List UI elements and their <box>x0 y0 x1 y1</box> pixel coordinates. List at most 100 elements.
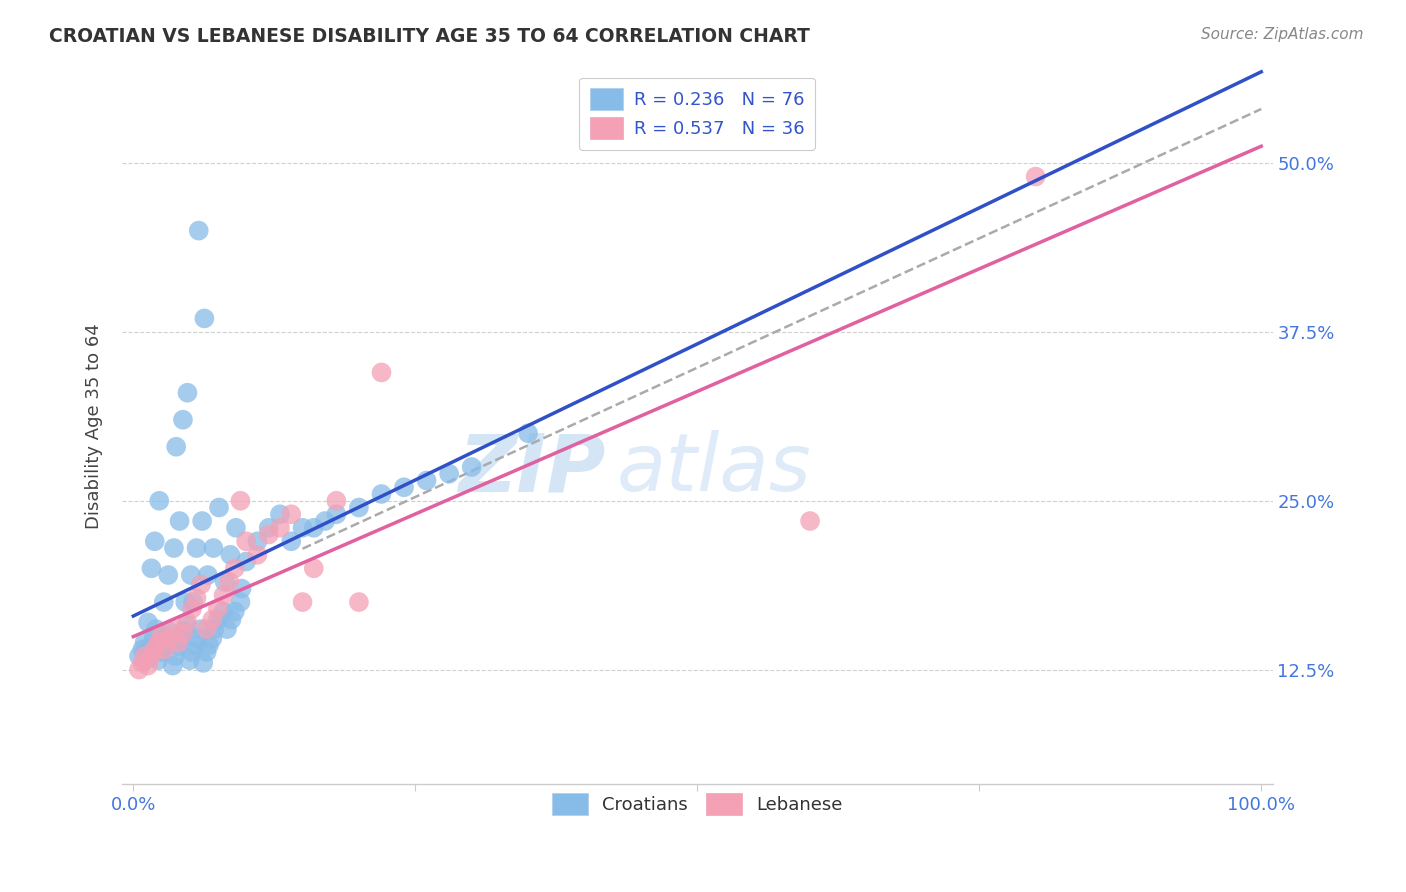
Point <box>291 521 314 535</box>
Point <box>347 500 370 515</box>
Point <box>370 487 392 501</box>
Point <box>187 632 209 646</box>
Point <box>180 568 202 582</box>
Point <box>207 613 229 627</box>
Point <box>135 645 157 659</box>
Text: CROATIAN VS LEBANESE DISABILITY AGE 35 TO 64 CORRELATION CHART: CROATIAN VS LEBANESE DISABILITY AGE 35 T… <box>49 27 810 45</box>
Point <box>799 514 821 528</box>
Point <box>218 574 240 589</box>
Point <box>437 467 460 481</box>
Point <box>165 649 187 664</box>
Point <box>162 658 184 673</box>
Point <box>134 649 156 664</box>
Point <box>145 622 167 636</box>
Point <box>153 642 176 657</box>
Point <box>143 642 166 657</box>
Point <box>246 534 269 549</box>
Point <box>235 555 257 569</box>
Point <box>142 632 165 646</box>
Point <box>156 632 179 646</box>
Point <box>150 645 173 659</box>
Point <box>302 521 325 535</box>
Point <box>136 658 159 673</box>
Point <box>207 602 229 616</box>
Point <box>215 622 238 636</box>
Point <box>157 624 180 639</box>
Point <box>186 541 208 555</box>
Point <box>181 602 204 616</box>
Point <box>153 638 176 652</box>
Point <box>198 638 221 652</box>
Point <box>219 548 242 562</box>
Point <box>347 595 370 609</box>
Point <box>157 632 180 646</box>
Point <box>186 591 208 605</box>
Point <box>157 568 180 582</box>
Point <box>146 653 169 667</box>
Point <box>202 541 225 555</box>
Point <box>392 480 415 494</box>
Point <box>314 514 336 528</box>
Point <box>148 493 170 508</box>
Point <box>193 311 215 326</box>
Point <box>269 508 291 522</box>
Point <box>187 224 209 238</box>
Point <box>517 426 540 441</box>
Text: Source: ZipAtlas.com: Source: ZipAtlas.com <box>1201 27 1364 42</box>
Point <box>195 645 218 659</box>
Text: atlas: atlas <box>617 431 811 508</box>
Point <box>167 640 190 654</box>
Point <box>176 615 198 630</box>
Point <box>174 595 197 609</box>
Point <box>1025 169 1047 184</box>
Point <box>131 656 153 670</box>
Point <box>181 595 204 609</box>
Point <box>169 514 191 528</box>
Point <box>128 649 150 664</box>
Point <box>165 440 187 454</box>
Y-axis label: Disability Age 35 to 64: Disability Age 35 to 64 <box>86 324 103 529</box>
Point <box>181 645 204 659</box>
Point <box>280 508 302 522</box>
Point <box>224 605 246 619</box>
Point <box>214 574 236 589</box>
Point <box>172 413 194 427</box>
Legend: Croatians, Lebanese: Croatians, Lebanese <box>541 781 853 825</box>
Point <box>195 622 218 636</box>
Point <box>128 663 150 677</box>
Point <box>246 548 269 562</box>
Point <box>190 577 212 591</box>
Point <box>193 656 215 670</box>
Point <box>257 521 280 535</box>
Point <box>415 474 437 488</box>
Point <box>167 635 190 649</box>
Point <box>197 568 219 582</box>
Point <box>269 521 291 535</box>
Point <box>139 640 162 654</box>
Point <box>212 605 235 619</box>
Point <box>163 541 186 555</box>
Point <box>325 508 347 522</box>
Point <box>176 618 198 632</box>
Point <box>224 561 246 575</box>
Point <box>325 493 347 508</box>
Point <box>208 500 231 515</box>
Point <box>184 638 207 652</box>
Point <box>176 385 198 400</box>
Point <box>204 622 226 636</box>
Point <box>172 626 194 640</box>
Point <box>201 613 224 627</box>
Point <box>134 635 156 649</box>
Point <box>141 649 163 664</box>
Point <box>235 534 257 549</box>
Point <box>173 624 195 639</box>
Point <box>136 615 159 630</box>
Point <box>225 521 247 535</box>
Point <box>146 635 169 649</box>
Point <box>221 613 243 627</box>
Point <box>257 527 280 541</box>
Point <box>190 622 212 636</box>
Point <box>231 582 253 596</box>
Point <box>302 561 325 575</box>
Point <box>163 622 186 636</box>
